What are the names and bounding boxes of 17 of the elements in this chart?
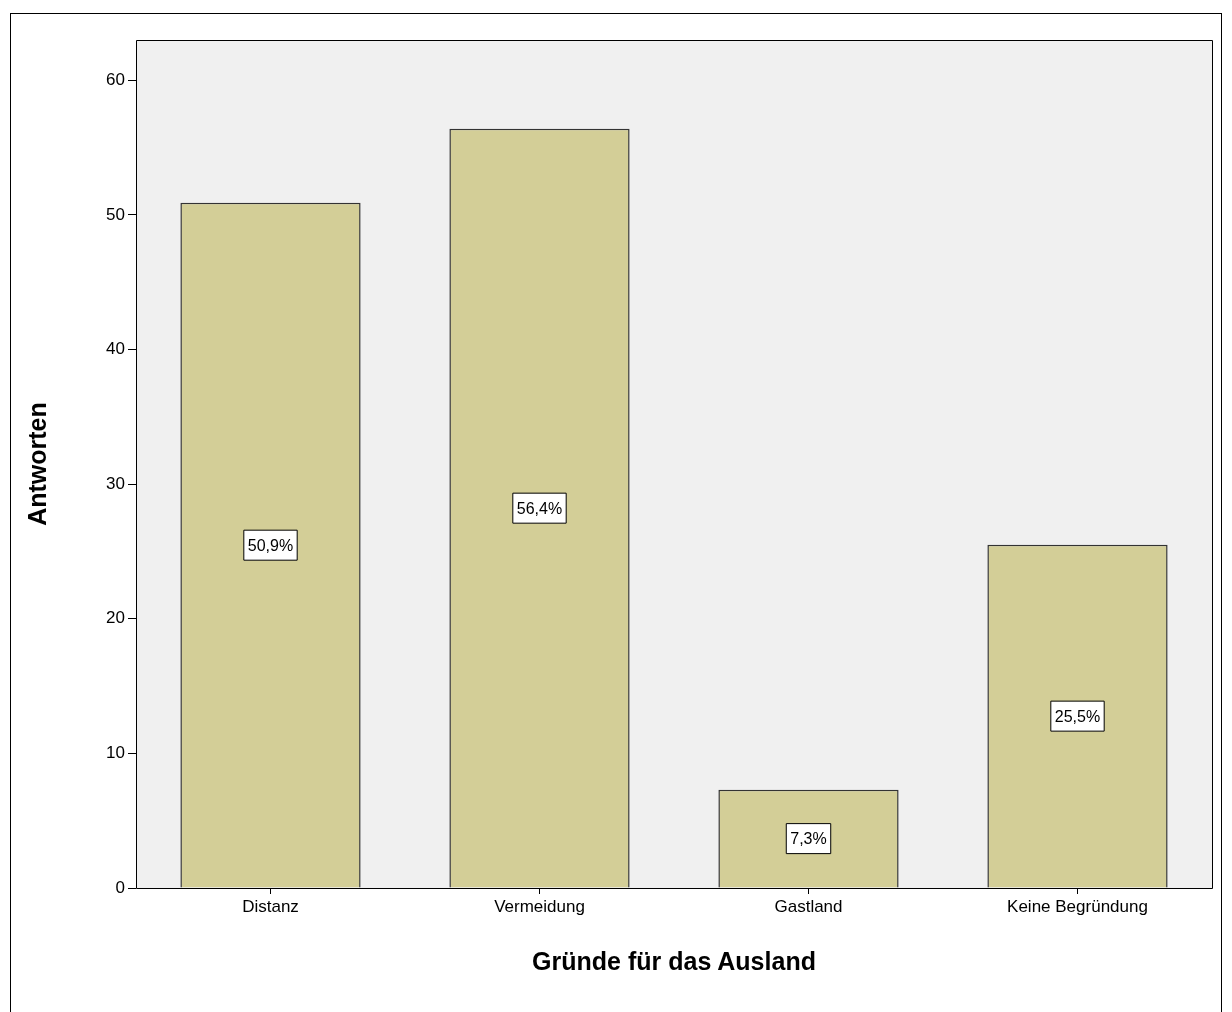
y-tick-label: 50	[106, 204, 125, 224]
data-label: 25,5%	[1054, 707, 1101, 725]
x-tick-label: Distanz	[242, 896, 299, 916]
x-tick-label: Keine Begründung	[1007, 896, 1148, 916]
y-tick-label: 20	[106, 608, 125, 628]
y-axis-title: Antworten	[22, 402, 51, 526]
x-tick-label: Vermeidung	[494, 896, 585, 916]
x-tick-label: Gastland	[774, 896, 843, 916]
x-axis-title: Gründe für das Ausland	[532, 946, 816, 975]
y-tick-label: 30	[106, 473, 125, 493]
y-tick-label: 0	[115, 877, 125, 897]
y-tick-label: 10	[106, 743, 125, 763]
y-tick-label: 60	[106, 70, 125, 90]
data-label: 56,4%	[516, 499, 563, 517]
data-label: 50,9%	[247, 536, 294, 554]
y-tick-label: 40	[106, 339, 125, 359]
data-label: 7,3%	[790, 830, 827, 848]
